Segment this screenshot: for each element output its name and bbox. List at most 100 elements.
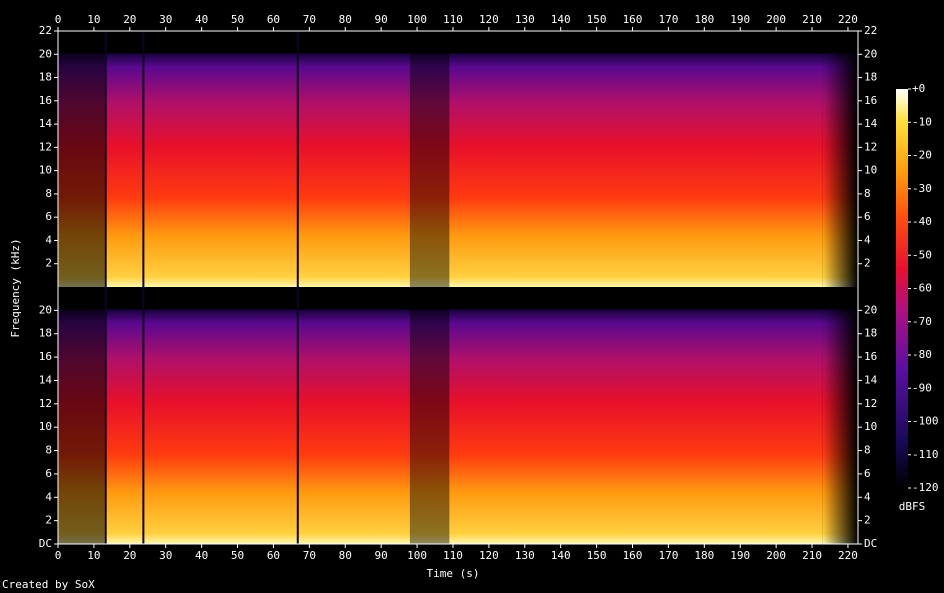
x-tick-label: 100 — [407, 549, 427, 562]
x-tick-label: 190 — [730, 13, 750, 26]
y-tick-label: 6 — [864, 210, 871, 223]
y-tick-label: 12 — [39, 140, 52, 153]
x-tick-label: 190 — [730, 549, 750, 562]
x-tick-label: 10 — [87, 549, 100, 562]
spectrogram-fade-mask — [822, 287, 858, 544]
y-tick-label: 6 — [864, 467, 871, 480]
x-tick-label: 220 — [838, 13, 858, 26]
y-tick-label: 8 — [45, 444, 52, 457]
spectrogram-fade-mask — [822, 31, 858, 287]
x-tick-label: 60 — [267, 13, 280, 26]
y-tick-label: 20 — [864, 303, 877, 316]
y-tick-label: 6 — [45, 467, 52, 480]
x-tick-label: 110 — [443, 549, 463, 562]
colorbar-tick-label: -110 — [912, 448, 939, 461]
x-tick-label: 80 — [339, 549, 352, 562]
colorbar-tick-label: -70 — [912, 315, 932, 328]
y-tick-label: 4 — [45, 490, 52, 503]
x-tick-label: 90 — [375, 549, 388, 562]
y-tick-label: 10 — [864, 164, 877, 177]
colorbar-tick-label: -10 — [912, 115, 932, 128]
quiet-region — [409, 287, 450, 544]
colorbar-tick-label: -80 — [912, 348, 932, 361]
y-tick-label: 18 — [864, 71, 877, 84]
quiet-region — [409, 31, 450, 287]
x-tick-label: 200 — [766, 549, 786, 562]
y-tick-label: 2 — [864, 514, 871, 527]
x-tick-label: 180 — [694, 13, 714, 26]
y-tick-label: 14 — [39, 117, 53, 130]
x-tick-label: 40 — [195, 13, 208, 26]
x-tick-label: 220 — [838, 549, 858, 562]
y-tick-label: 16 — [864, 94, 877, 107]
y-tick-label: 14 — [864, 373, 878, 386]
x-tick-label: 210 — [802, 549, 822, 562]
y-tick-label: 2 — [45, 257, 52, 270]
x-tick-label: 130 — [515, 549, 535, 562]
spectrogram-channel — [58, 287, 823, 544]
colorbar-tick-label: -90 — [912, 381, 932, 394]
x-tick-label: 170 — [658, 13, 678, 26]
x-tick-label: 90 — [375, 13, 388, 26]
x-tick-label: 130 — [515, 13, 535, 26]
y-tick-label: DC — [864, 537, 877, 550]
silence-line — [142, 287, 145, 544]
plot-frame — [57, 30, 859, 545]
y-tick-label: 8 — [45, 187, 52, 200]
y-tick-label: 12 — [864, 397, 877, 410]
x-tick-label: 150 — [587, 13, 607, 26]
y-tick-label: 4 — [45, 233, 52, 246]
colorbar-tick-label: -20 — [912, 149, 932, 162]
quiet-intro — [58, 287, 105, 544]
silence-line — [296, 287, 299, 544]
x-tick-label: 140 — [551, 13, 571, 26]
spectrogram-body — [58, 31, 858, 544]
x-tick-label: 180 — [694, 549, 714, 562]
y-tick-label: 10 — [864, 420, 877, 433]
y-axis-label: Frequency (kHz) — [9, 238, 22, 337]
y-tick-label: 4 — [864, 233, 871, 246]
y-tick-label: 6 — [45, 210, 52, 223]
spectrogram-channel — [58, 31, 823, 287]
x-tick-label: 170 — [658, 549, 678, 562]
y-tick-label: 16 — [39, 350, 52, 363]
y-tick-label: 8 — [864, 444, 871, 457]
x-tick-label: 80 — [339, 13, 352, 26]
colorbar-tick-label: -50 — [912, 248, 932, 261]
x-tick-label: 140 — [551, 549, 571, 562]
colorbar-tick-label: -100 — [912, 415, 939, 428]
colorbar — [896, 89, 908, 488]
y-tick-label: 8 — [864, 187, 871, 200]
x-tick-label: 100 — [407, 13, 427, 26]
y-tick-label: 10 — [39, 420, 52, 433]
y-tick-label: 12 — [39, 397, 52, 410]
colorbar-label: dBFS — [899, 500, 926, 513]
y-tick-label: 18 — [39, 71, 52, 84]
quiet-intro — [58, 31, 105, 287]
x-tick-label: 50 — [231, 13, 244, 26]
x-tick-label: 160 — [623, 549, 643, 562]
y-tick-label: 16 — [39, 94, 52, 107]
x-tick-label: 70 — [303, 549, 316, 562]
x-axis-label: Time (s) — [427, 567, 480, 580]
colorbar-tick-label: +0 — [912, 82, 925, 95]
y-tick-label: 20 — [864, 47, 877, 60]
y-tick-label: 2 — [45, 514, 52, 527]
x-tick-label: 160 — [623, 13, 643, 26]
y-tick-label: 18 — [864, 327, 877, 340]
silence-line — [296, 31, 299, 287]
y-tick-label: 4 — [864, 490, 871, 503]
y-tick-label: 22 — [39, 24, 52, 37]
x-tick-label: 110 — [443, 13, 463, 26]
x-tick-label: 20 — [123, 549, 136, 562]
y-tick-label: 10 — [39, 164, 52, 177]
y-tick-label: DC — [39, 537, 52, 550]
y-tick-label: 14 — [39, 373, 53, 386]
y-tick-label: 2 — [864, 257, 871, 270]
x-tick-label: 30 — [159, 13, 172, 26]
x-tick-label: 20 — [123, 13, 136, 26]
x-tick-label: 200 — [766, 13, 786, 26]
y-tick-label: 20 — [39, 303, 52, 316]
credit: Created by SoX — [2, 578, 95, 591]
